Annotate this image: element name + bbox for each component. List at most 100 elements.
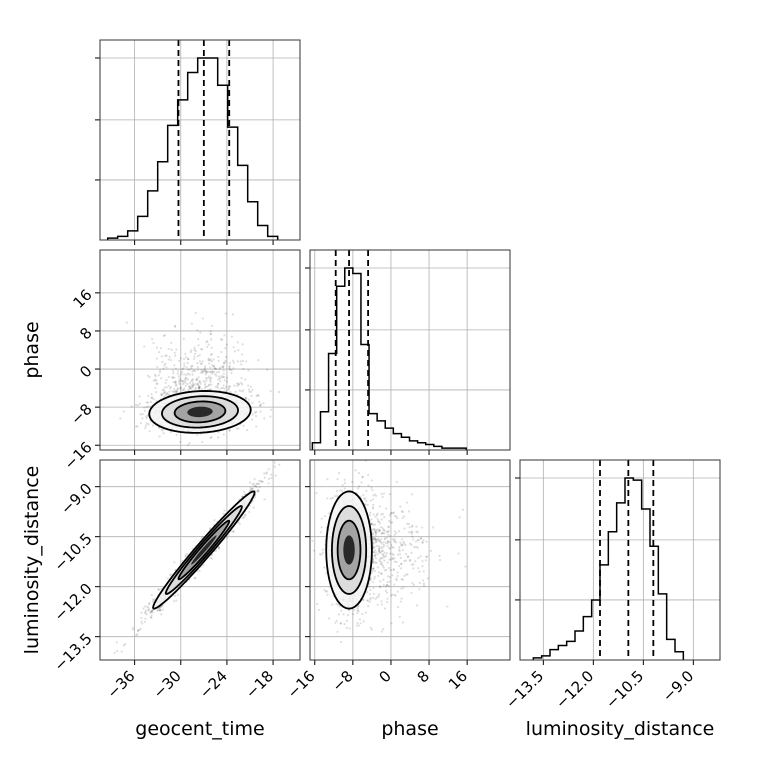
sample-point (231, 313, 234, 316)
sample-point (162, 334, 165, 338)
sample-point (158, 435, 161, 438)
sample-point (372, 586, 375, 589)
sample-point (339, 640, 343, 644)
sample-point (381, 557, 384, 560)
sample-point (196, 368, 200, 371)
sample-point (196, 382, 200, 385)
sample-point (359, 622, 362, 625)
sample-point (165, 386, 168, 389)
sample-point (378, 520, 381, 523)
sample-point (390, 622, 393, 625)
sample-point (225, 343, 228, 346)
sample-point (158, 351, 161, 354)
sample-point (182, 383, 185, 386)
sample-point (216, 384, 219, 388)
sample-point (387, 533, 390, 536)
sample-point (143, 409, 146, 412)
sample-point (163, 364, 166, 367)
sample-point (249, 489, 252, 492)
sample-point (190, 386, 193, 389)
sample-point (374, 539, 377, 542)
sample-point (377, 549, 381, 552)
sample-point (224, 359, 227, 362)
sample-point (258, 400, 261, 404)
sample-point (235, 427, 239, 430)
sample-point (151, 600, 154, 603)
sample-point (220, 374, 223, 377)
sample-point (365, 489, 368, 493)
sample-point (143, 620, 146, 624)
sample-point (181, 389, 184, 392)
sample-point (245, 428, 249, 432)
sample-point (210, 553, 214, 557)
sample-point (211, 372, 214, 375)
sample-point (372, 567, 375, 570)
sample-point (407, 522, 410, 526)
sample-point (180, 371, 184, 374)
sample-point (150, 396, 153, 399)
sample-point (421, 565, 424, 568)
sample-point (232, 530, 235, 534)
sample-point (225, 380, 229, 383)
sample-point (138, 395, 141, 398)
histogram-step-line (532, 477, 685, 660)
sample-point (385, 584, 389, 587)
sample-point (176, 387, 179, 390)
sample-point (198, 385, 201, 388)
sample-point (367, 585, 371, 588)
sample-point (135, 425, 138, 428)
sample-point (378, 505, 381, 508)
sample-point (152, 398, 155, 401)
sample-point (336, 478, 339, 481)
sample-point (123, 643, 127, 646)
panel-border (99, 39, 301, 241)
sample-point (213, 519, 216, 522)
sample-point (389, 568, 392, 572)
sample-point (228, 361, 232, 365)
sample-point (372, 559, 375, 563)
sample-point (196, 329, 199, 332)
sample-point (188, 373, 191, 376)
sample-point (269, 390, 272, 393)
sample-point (201, 317, 205, 320)
sample-point (224, 312, 227, 315)
sample-point (229, 368, 232, 371)
sample-point (217, 355, 220, 358)
sample-point (388, 514, 391, 517)
sample-point (385, 536, 388, 539)
sample-point (382, 545, 385, 548)
sample-point (240, 390, 243, 393)
sample-point (168, 573, 172, 576)
sample-point (343, 478, 346, 481)
sample-point (372, 494, 375, 497)
sample-point (209, 436, 212, 440)
sample-point (196, 383, 199, 386)
sample-point (150, 614, 153, 617)
density-layer (119, 311, 281, 446)
sample-point (404, 543, 407, 547)
sample-point (374, 533, 377, 537)
sample-point (358, 618, 362, 621)
sample-point (172, 380, 175, 384)
density-layer (113, 461, 281, 654)
sample-point (259, 403, 263, 406)
sample-point (376, 538, 379, 541)
sample-point (184, 352, 187, 356)
sample-point (312, 549, 316, 552)
sample-point (227, 534, 230, 537)
sample-point (156, 382, 159, 385)
sample-point (331, 603, 334, 606)
sample-point (273, 465, 276, 468)
sample-point (383, 532, 386, 535)
density-level-fill (343, 535, 355, 565)
sample-point (222, 365, 225, 368)
sample-point (240, 381, 243, 385)
sample-point (181, 379, 185, 382)
x-tick-label: −8 (328, 667, 356, 695)
sample-point (138, 402, 141, 405)
sample-point (394, 594, 397, 597)
sample-point (197, 338, 200, 341)
density-contour (325, 490, 373, 610)
x-tick-label: −9.0 (659, 667, 697, 705)
sample-point (220, 350, 223, 354)
